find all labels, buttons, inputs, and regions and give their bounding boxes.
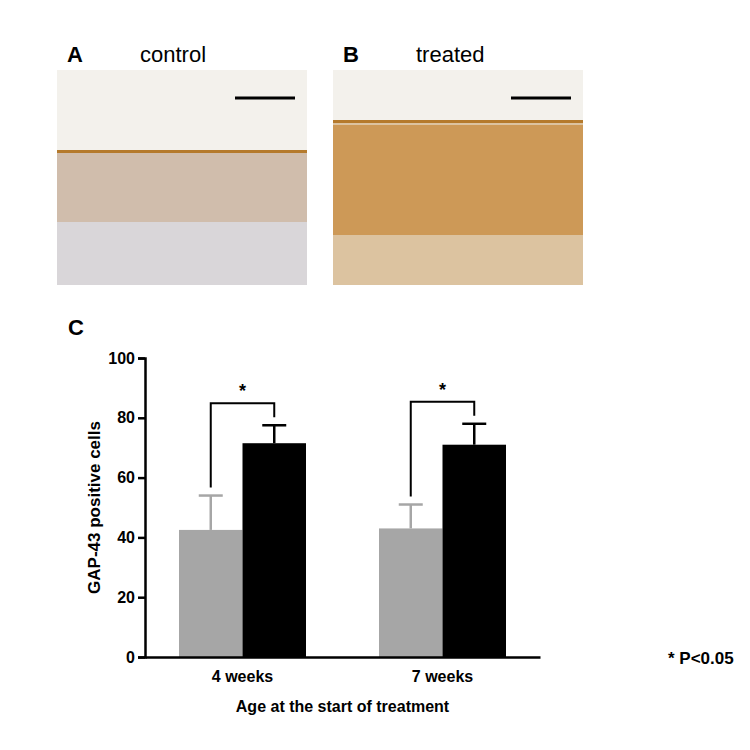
panel-letter: C <box>68 315 84 340</box>
error-bar <box>399 505 423 529</box>
y-tick-mark <box>138 357 145 360</box>
y-tick: 20 <box>117 589 145 606</box>
error-bar-stem <box>473 424 476 445</box>
micrograph-panel <box>333 70 583 285</box>
y-tick-mark <box>138 596 145 599</box>
bar <box>379 528 443 657</box>
note: * P<0.05 <box>668 649 734 668</box>
y-tick-label: 60 <box>117 469 135 486</box>
y-tick: 80 <box>117 409 145 426</box>
y-tick-label: 80 <box>117 409 135 426</box>
y-tick-label: 0 <box>126 649 135 666</box>
x-axis: 4 weeks 7 weeks <box>146 657 541 685</box>
error-bar-cap <box>399 503 423 506</box>
x-axis-title: Age at the start of treatment <box>236 698 450 715</box>
error-bar-stem <box>273 425 276 443</box>
x-tick-label: 4 weeks <box>212 668 273 685</box>
y-tick: 40 <box>117 529 145 546</box>
x-tick: 4 weeks <box>212 657 273 685</box>
bar <box>243 443 307 657</box>
panel-letter: B <box>343 42 359 67</box>
y-tick: 0 <box>126 649 145 666</box>
y-axis-line <box>138 359 146 658</box>
y-tick-mark <box>138 477 145 480</box>
stained-band <box>333 125 583 235</box>
x-tick: 7 weeks <box>412 657 473 685</box>
panel-label: treated <box>416 42 485 67</box>
bar <box>179 530 243 657</box>
y-tick: 100 <box>108 350 145 367</box>
error-bar <box>262 425 286 443</box>
x-tick-label: 7 weeks <box>412 668 473 685</box>
y-axis-title: GAP-43 positive cells <box>85 421 104 594</box>
scale-bar <box>235 97 295 100</box>
surface-line <box>333 120 583 123</box>
micrograph-background <box>333 70 583 285</box>
bar <box>443 445 507 657</box>
tissue-layer <box>57 150 307 285</box>
significance-label: * <box>439 380 446 400</box>
y-tick-label: 100 <box>108 350 135 367</box>
plot-area <box>179 424 506 657</box>
error-bar <box>199 496 223 530</box>
y-tick-mark <box>138 537 145 540</box>
y-tick-mark <box>138 656 145 659</box>
significance-label: * <box>239 381 246 401</box>
error-bar-stem <box>410 505 413 529</box>
error-bar-cap <box>262 424 286 427</box>
error-bar-stem <box>210 496 213 530</box>
error-bar-cap <box>462 423 486 426</box>
y-tick: 60 <box>117 469 145 486</box>
significance-bracket <box>211 403 275 487</box>
surface-line <box>57 150 307 153</box>
y-tick-label: 40 <box>117 529 135 546</box>
x-axis-line <box>146 656 541 659</box>
y-tick-label: 20 <box>117 589 135 606</box>
significance-bracket <box>411 402 475 497</box>
error-bar <box>462 424 486 445</box>
y-tick-mark <box>138 417 145 420</box>
y-axis: 0 20 40 60 80 100 <box>108 350 145 666</box>
micrograph-panel <box>57 70 307 285</box>
micrograph-background <box>57 70 307 285</box>
scale-bar <box>511 97 571 100</box>
error-bar-cap <box>199 494 223 497</box>
tissue-layer <box>333 120 583 285</box>
stained-band <box>57 152 307 222</box>
panel-label: control <box>140 42 206 67</box>
panel-letter: A <box>67 42 83 67</box>
